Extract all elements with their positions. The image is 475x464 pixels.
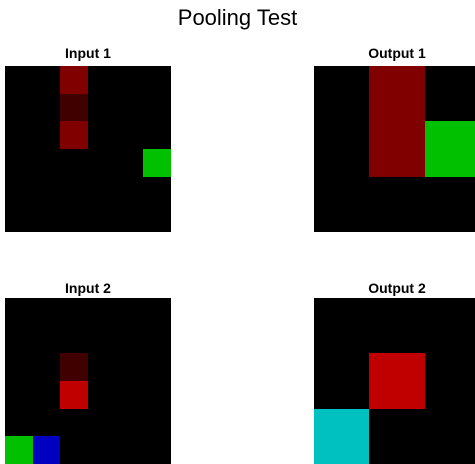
input2-cell-r4-c2 xyxy=(60,408,88,437)
input2-cell-r3-c0 xyxy=(5,380,33,409)
input2-cell-r2-c4 xyxy=(115,353,144,381)
input2-cell-r2-c2 xyxy=(60,353,88,381)
input1-cell-r0-c2 xyxy=(60,66,88,94)
output-2-grid xyxy=(314,298,475,464)
output1-cell-r2-c2 xyxy=(424,176,475,232)
input1-cell-r1-c5 xyxy=(143,93,171,122)
input1-cell-r3-c2 xyxy=(60,148,88,177)
input1-cell-r0-c1 xyxy=(32,66,61,94)
input2-cell-r5-c4 xyxy=(115,436,144,464)
figure-title: Pooling Test xyxy=(177,5,298,30)
input2-cell-r1-c1 xyxy=(32,325,61,354)
input1-cell-r0-c0 xyxy=(5,66,33,94)
input1-cell-r3-c5 xyxy=(143,148,171,177)
input2-cell-r0-c1 xyxy=(32,298,61,326)
input1-cell-r3-c3 xyxy=(87,148,116,177)
input2-cell-r4-c0 xyxy=(5,408,33,437)
input2-cell-r3-c1 xyxy=(32,380,61,409)
input1-cell-r4-c5 xyxy=(143,176,171,205)
output-1-title: Output 1 xyxy=(368,45,426,61)
input2-cell-r4-c4 xyxy=(115,408,144,437)
input-1-title: Input 1 xyxy=(65,45,111,61)
input2-cell-r2-c3 xyxy=(87,353,116,381)
output2-cell-r1-c1 xyxy=(369,353,425,409)
input1-cell-r0-c3 xyxy=(87,66,116,94)
output1-cell-r1-c0 xyxy=(314,121,370,177)
input2-cell-r3-c3 xyxy=(87,380,116,409)
output1-cell-r2-c0 xyxy=(314,176,370,232)
input1-cell-r1-c0 xyxy=(5,93,33,122)
input1-cell-r4-c2 xyxy=(60,176,88,205)
input1-cell-r2-c3 xyxy=(87,121,116,149)
input1-cell-r1-c4 xyxy=(115,93,144,122)
output1-cell-r1-c2 xyxy=(424,121,475,177)
input2-cell-r1-c4 xyxy=(115,325,144,354)
input2-cell-r5-c3 xyxy=(87,436,116,464)
output1-cell-r2-c1 xyxy=(369,176,425,232)
output1-cell-r0-c1 xyxy=(369,66,425,122)
input1-cell-r4-c1 xyxy=(32,176,61,205)
input1-cell-r4-c0 xyxy=(5,176,33,205)
output1-cell-r1-c1 xyxy=(369,121,425,177)
input1-cell-r0-c5 xyxy=(143,66,171,94)
output-1-grid xyxy=(314,66,475,232)
input2-cell-r1-c0 xyxy=(5,325,33,354)
input1-cell-r5-c2 xyxy=(60,204,88,232)
input-1-grid xyxy=(5,66,171,232)
output2-cell-r0-c2 xyxy=(424,298,475,354)
input2-cell-r3-c5 xyxy=(143,380,171,409)
input1-cell-r5-c5 xyxy=(143,204,171,232)
input1-cell-r2-c2 xyxy=(60,121,88,149)
input2-cell-r1-c3 xyxy=(87,325,116,354)
input1-cell-r5-c3 xyxy=(87,204,116,232)
input2-cell-r0-c4 xyxy=(115,298,144,326)
input1-cell-r1-c1 xyxy=(32,93,61,122)
input2-cell-r0-c5 xyxy=(143,298,171,326)
input2-cell-r5-c2 xyxy=(60,436,88,464)
input2-cell-r0-c0 xyxy=(5,298,33,326)
input1-cell-r2-c0 xyxy=(5,121,33,149)
input1-cell-r0-c4 xyxy=(115,66,144,94)
input1-cell-r3-c4 xyxy=(115,148,144,177)
input1-cell-r2-c1 xyxy=(32,121,61,149)
input1-cell-r1-c3 xyxy=(87,93,116,122)
input2-cell-r1-c5 xyxy=(143,325,171,354)
input2-cell-r1-c2 xyxy=(60,325,88,354)
input-2-title: Input 2 xyxy=(65,280,111,296)
output2-cell-r2-c0 xyxy=(314,408,370,464)
input1-cell-r3-c1 xyxy=(32,148,61,177)
input2-cell-r0-c2 xyxy=(60,298,88,326)
input1-cell-r3-c0 xyxy=(5,148,33,177)
input2-cell-r2-c1 xyxy=(32,353,61,381)
input-2-grid xyxy=(5,298,171,464)
input1-cell-r5-c0 xyxy=(5,204,33,232)
input2-cell-r0-c3 xyxy=(87,298,116,326)
input1-cell-r5-c4 xyxy=(115,204,144,232)
output1-cell-r0-c2 xyxy=(424,66,475,122)
output-2-title: Output 2 xyxy=(368,280,426,296)
input1-cell-r2-c4 xyxy=(115,121,144,149)
input1-cell-r1-c2 xyxy=(60,93,88,122)
output2-cell-r2-c1 xyxy=(369,408,425,464)
input2-cell-r5-c0 xyxy=(5,436,33,464)
input2-cell-r5-c5 xyxy=(143,436,171,464)
input2-cell-r3-c2 xyxy=(60,380,88,409)
output2-cell-r1-c0 xyxy=(314,353,370,409)
output2-cell-r0-c0 xyxy=(314,298,370,354)
input2-cell-r5-c1 xyxy=(32,436,61,464)
output2-cell-r1-c2 xyxy=(424,353,475,409)
output1-cell-r0-c0 xyxy=(314,66,370,122)
input2-cell-r2-c5 xyxy=(143,353,171,381)
input2-cell-r4-c5 xyxy=(143,408,171,437)
output2-cell-r0-c1 xyxy=(369,298,425,354)
input1-cell-r2-c5 xyxy=(143,121,171,149)
input2-cell-r4-c3 xyxy=(87,408,116,437)
input1-cell-r5-c1 xyxy=(32,204,61,232)
input2-cell-r3-c4 xyxy=(115,380,144,409)
input2-cell-r4-c1 xyxy=(32,408,61,437)
input1-cell-r4-c3 xyxy=(87,176,116,205)
input1-cell-r4-c4 xyxy=(115,176,144,205)
output2-cell-r2-c2 xyxy=(424,408,475,464)
input2-cell-r2-c0 xyxy=(5,353,33,381)
